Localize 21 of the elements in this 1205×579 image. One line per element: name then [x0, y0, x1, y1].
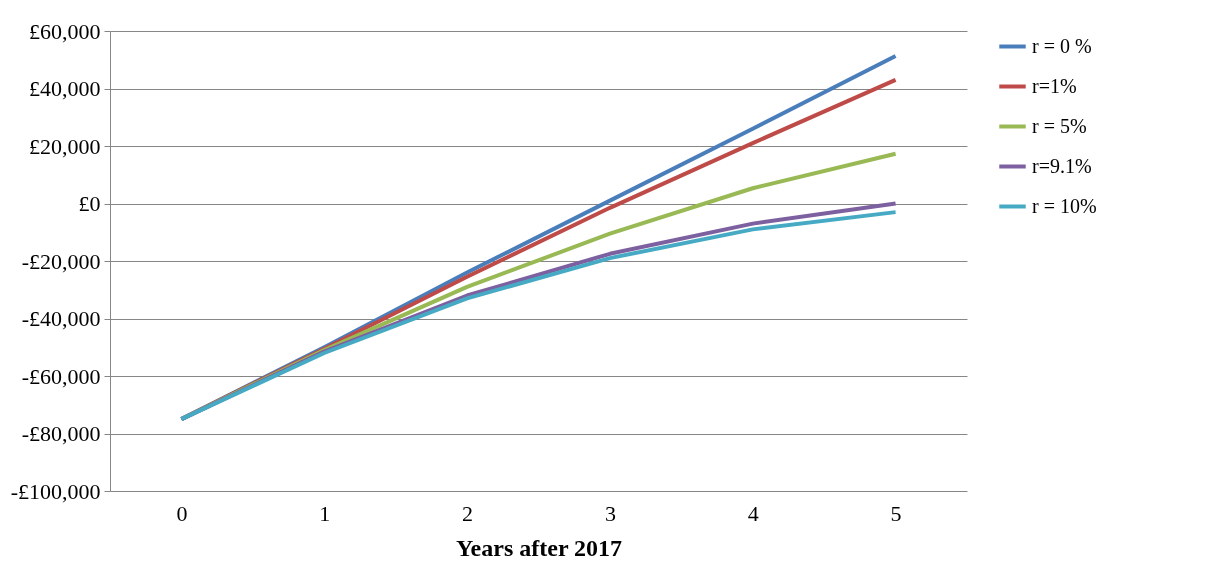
y-tick-label: -£40,000	[21, 306, 101, 331]
x-tick-label: 0	[176, 500, 188, 526]
x-tick-label: 5	[890, 500, 902, 526]
legend-label: r = 10%	[1032, 194, 1097, 217]
y-tick-label: -£20,000	[21, 248, 101, 274]
x-axis-title: Years after 2017	[455, 534, 623, 561]
y-tick-label: £40,000	[29, 76, 101, 101]
y-tick-label: £0	[78, 191, 101, 216]
legend-label: r=1%	[1032, 74, 1077, 97]
x-tick-label: 2	[462, 500, 474, 526]
x-tick-label: 3	[604, 500, 616, 526]
y-tick-label: £60,000	[29, 18, 101, 44]
y-tick-label: -£100,000	[10, 478, 101, 504]
y-tick-label: £20,000	[29, 133, 101, 159]
legend-label: r = 5%	[1032, 114, 1087, 137]
y-tick-label: -£60,000	[21, 363, 101, 389]
x-tick-label: 4	[747, 500, 759, 526]
x-tick-label: 1	[319, 500, 331, 526]
legend-label: r=9.1%	[1032, 154, 1092, 177]
y-tick-label: -£80,000	[21, 421, 101, 446]
legend-label: r = 0 %	[1032, 34, 1092, 57]
